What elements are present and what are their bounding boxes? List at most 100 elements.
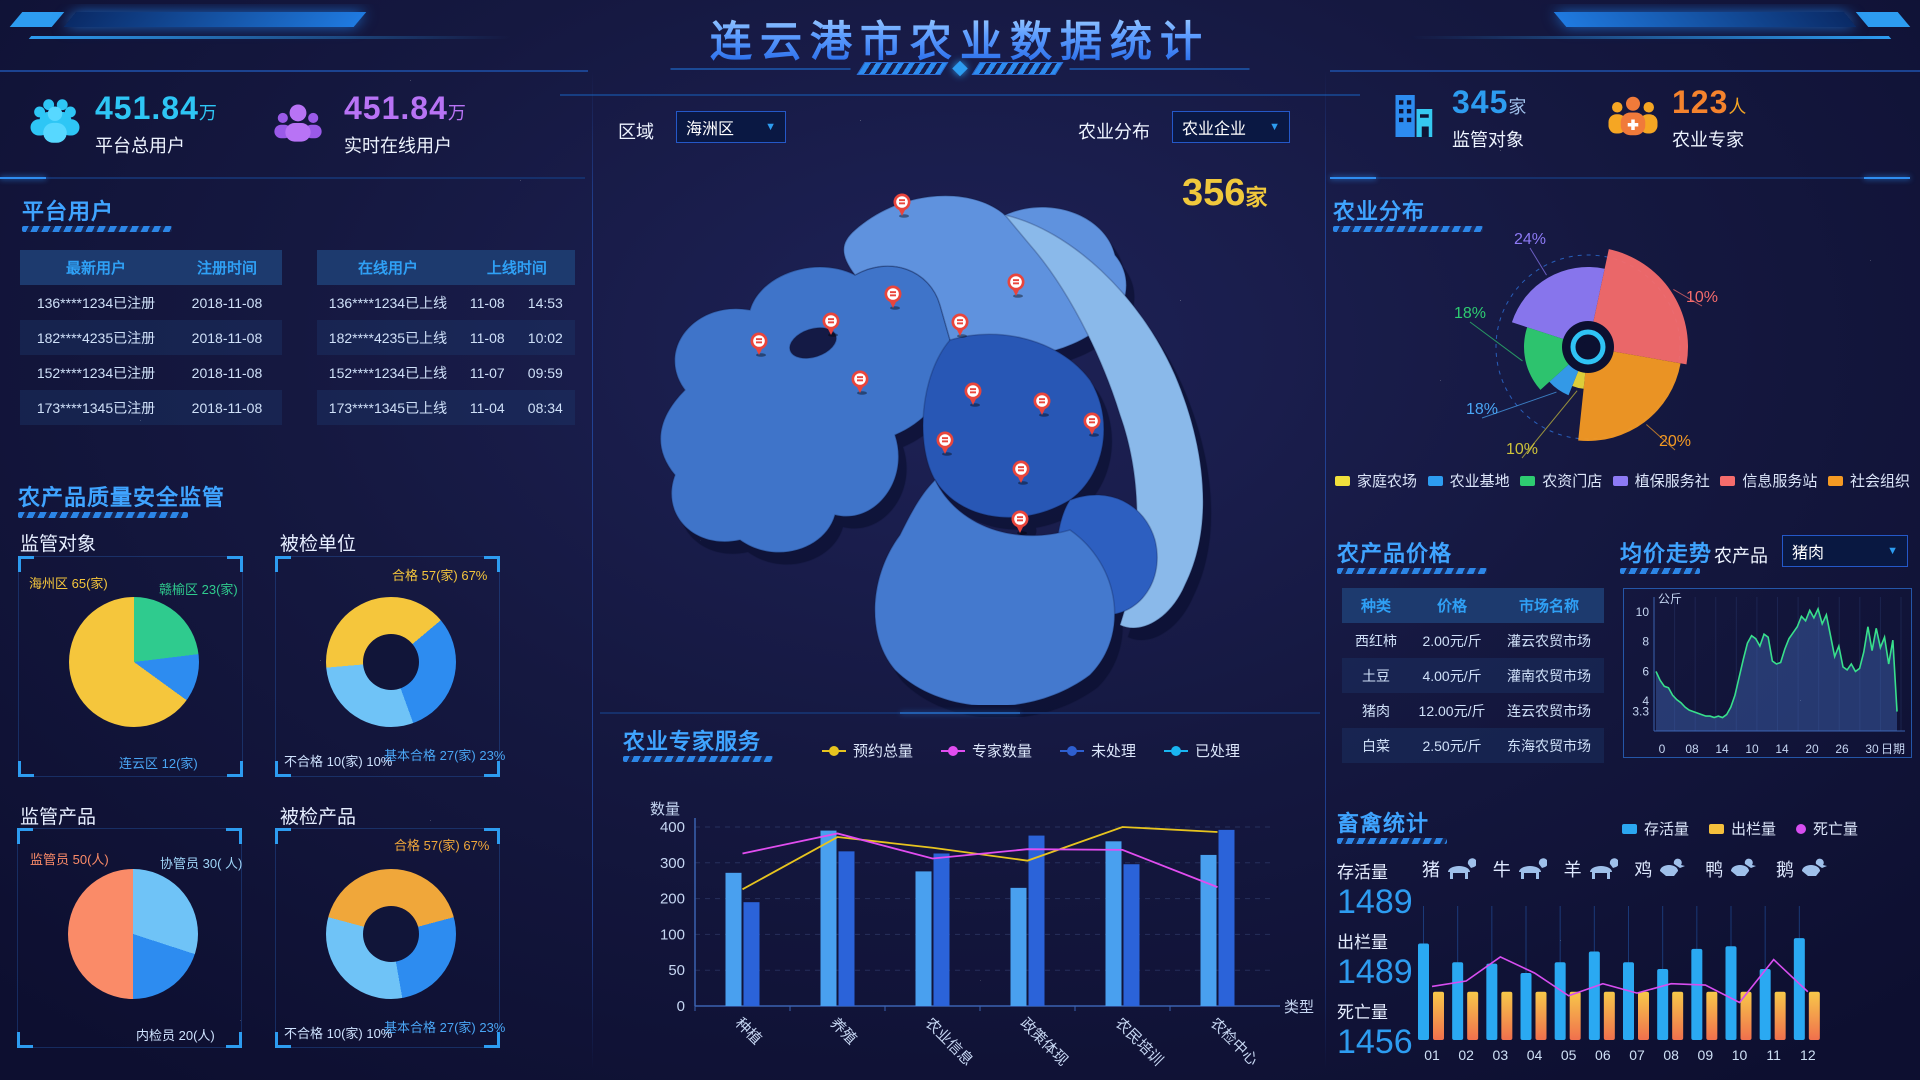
table-row: 136****1234已注册 2018-11-08 xyxy=(20,285,282,320)
alive-bar-08[interactable] xyxy=(1657,968,1669,1040)
distribution-select[interactable]: 农业企业 ▼ xyxy=(1172,111,1290,143)
out-bar-06[interactable] xyxy=(1603,991,1615,1040)
rose-slice-percent: 18% xyxy=(1454,305,1486,322)
legend-item-出栏量[interactable]: 出栏量 xyxy=(1709,818,1776,839)
map-district-west[interactable] xyxy=(659,265,953,554)
map-pin[interactable] xyxy=(822,312,840,337)
map-district-coastal[interactable] xyxy=(1002,213,1204,629)
legend-item-农业基地[interactable]: 农业基地 xyxy=(1427,470,1510,491)
alive-bar-09[interactable] xyxy=(1691,948,1703,1040)
out-bar-07[interactable] xyxy=(1638,991,1649,1040)
animal-tab-猪[interactable]: 猪 xyxy=(1422,856,1476,882)
svg-text:公斤: 公斤 xyxy=(1658,592,1682,606)
legend-marker xyxy=(1709,823,1725,834)
legend-item-已处理[interactable]: 已处理 xyxy=(1164,740,1240,761)
map-district-south[interactable] xyxy=(874,478,1116,705)
alive-bar-01[interactable] xyxy=(1418,943,1429,1040)
map-pin[interactable] xyxy=(1011,510,1029,535)
livestock-legend: 存活量 出栏量 死亡量 xyxy=(1622,818,1858,839)
legend-item-信息服务站[interactable]: 信息服务站 xyxy=(1720,470,1817,491)
legend-item-死亡量[interactable]: 死亡量 xyxy=(1796,818,1858,839)
bar-未处理-养殖[interactable] xyxy=(838,851,855,1006)
bar-未处理-农业信息[interactable] xyxy=(933,853,950,1006)
map-pin[interactable] xyxy=(851,370,869,395)
rose-slice-社会组织[interactable] xyxy=(1578,350,1681,441)
map-pin[interactable] xyxy=(1012,460,1030,485)
alive-bar-07[interactable] xyxy=(1623,962,1634,1040)
map-pin[interactable] xyxy=(964,382,982,407)
product-select[interactable]: 猪肉 ▼ xyxy=(1782,535,1908,567)
legend-item-植保服务社[interactable]: 植保服务社 xyxy=(1612,470,1710,491)
out-bar-10[interactable] xyxy=(1740,991,1752,1040)
animal-tab-鸡[interactable]: 鸡 xyxy=(1634,856,1688,882)
bar-已处理-农民培训[interactable] xyxy=(1105,841,1122,1006)
map-pin[interactable] xyxy=(936,431,954,456)
legend-item-家庭农场[interactable]: 家庭农场 xyxy=(1335,470,1417,491)
legend-item-未处理[interactable]: 未处理 xyxy=(1060,740,1136,761)
bar-已处理-农业信息[interactable] xyxy=(915,871,932,1006)
region-select[interactable]: 海洲区 ▼ xyxy=(676,111,786,143)
legend-item-存活量[interactable]: 存活量 xyxy=(1622,818,1689,839)
out-bar-02[interactable] xyxy=(1467,991,1479,1040)
alive-bar-11[interactable] xyxy=(1759,968,1771,1040)
out-bar-09[interactable] xyxy=(1706,991,1718,1040)
legend-item-专家数量[interactable]: 专家数量 xyxy=(941,740,1032,761)
pie-label: 监管员 50(人) xyxy=(30,852,109,867)
map-pin[interactable] xyxy=(893,193,911,218)
table-row: 152****1234已上线 11-07 09:59 xyxy=(317,355,575,390)
bar-已处理-种植[interactable] xyxy=(725,872,742,1006)
table-row: 173****1345已上线 11-04 08:34 xyxy=(317,390,575,425)
legend-item-农资门店[interactable]: 农资门店 xyxy=(1520,470,1602,491)
alive-bar-04[interactable] xyxy=(1520,973,1532,1040)
animal-tab-羊[interactable]: 羊 xyxy=(1564,856,1618,882)
map-pin[interactable] xyxy=(951,313,969,338)
map-pin[interactable] xyxy=(884,285,902,310)
animal-tab-牛[interactable]: 牛 xyxy=(1493,856,1547,882)
animal-tab-鹅[interactable]: 鹅 xyxy=(1776,856,1830,882)
bar-未处理-政策体现[interactable] xyxy=(1028,835,1045,1006)
out-bar-08[interactable] xyxy=(1672,991,1684,1040)
out-bar-01[interactable] xyxy=(1433,991,1444,1040)
bar-已处理-政策体现[interactable] xyxy=(1010,887,1027,1006)
price-trend-chart: 10 8 6 43.3 公斤 0 08 14 10 14 20 26 30 日期 xyxy=(1632,592,1905,756)
map-district-center[interactable] xyxy=(922,333,1105,519)
out-bar-11[interactable] xyxy=(1774,991,1786,1040)
out-bar-12[interactable] xyxy=(1808,991,1820,1040)
legend-item-预约总量[interactable]: 预约总量 xyxy=(822,740,913,761)
table-header-row: 种类 价格 市场名称 xyxy=(1342,588,1604,623)
bar-未处理-农民培训[interactable] xyxy=(1123,864,1140,1006)
table-cell: 11-08 xyxy=(469,294,505,311)
map-pin[interactable] xyxy=(1007,273,1025,298)
pie-supervision-objects[interactable] xyxy=(69,597,199,727)
bar-已处理-养殖[interactable] xyxy=(820,830,837,1006)
map-pin[interactable] xyxy=(750,332,768,357)
month-label: 09 xyxy=(1698,1047,1714,1063)
legend-label: 出栏量 xyxy=(1731,821,1777,838)
section-underline xyxy=(1620,568,1700,574)
map-pin[interactable] xyxy=(1033,392,1051,417)
pie-supervision-products[interactable] xyxy=(68,869,198,999)
animal-tab-鸭[interactable]: 鸭 xyxy=(1705,856,1759,882)
legend-item-社会组织[interactable]: 社会组织 xyxy=(1827,470,1910,491)
legend-label: 植保服务社 xyxy=(1634,473,1710,490)
out-bar-05[interactable] xyxy=(1569,991,1581,1040)
rose-slice-农资门店[interactable] xyxy=(1524,327,1574,390)
supervised-objects-value: 345 xyxy=(1452,84,1509,120)
rose-slice-信息服务站[interactable] xyxy=(1592,249,1688,365)
legend-marker xyxy=(1622,823,1637,834)
out-bar-03[interactable] xyxy=(1501,991,1513,1040)
bar-未处理-种植[interactable] xyxy=(743,902,760,1006)
pie-label: 不合格 10(家) 10% xyxy=(284,1026,393,1041)
alive-bar-06[interactable] xyxy=(1588,951,1600,1040)
alive-bar-12[interactable] xyxy=(1793,938,1805,1040)
alive-bar-10[interactable] xyxy=(1725,946,1737,1040)
bar-已处理-农检中心[interactable] xyxy=(1200,854,1217,1006)
alive-bar-02[interactable] xyxy=(1452,962,1464,1040)
map-pin[interactable] xyxy=(1083,412,1101,437)
alive-bar-05[interactable] xyxy=(1554,962,1566,1040)
svg-text:400: 400 xyxy=(660,819,685,836)
out-bar-04[interactable] xyxy=(1535,991,1547,1040)
bar-未处理-农检中心[interactable] xyxy=(1218,829,1235,1006)
rose-slice-农业基地[interactable] xyxy=(1549,360,1581,396)
alive-bar-03[interactable] xyxy=(1486,963,1498,1040)
